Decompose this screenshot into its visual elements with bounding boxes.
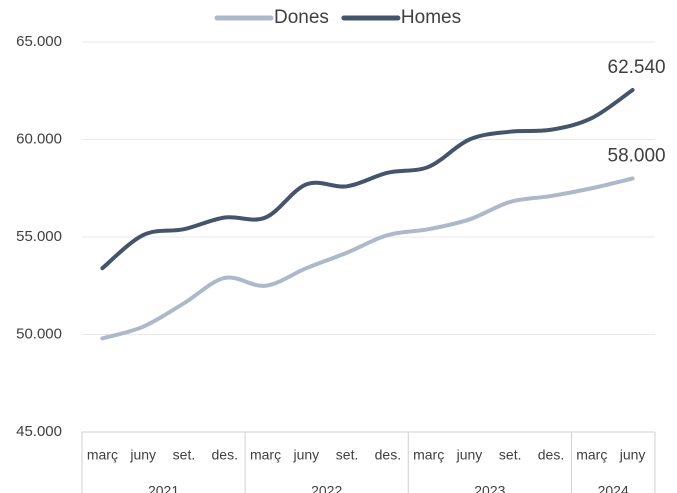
x-tick-label: des.: [538, 447, 564, 463]
x-tick-label: set.: [173, 447, 196, 463]
group-label: 2022: [311, 483, 342, 493]
x-tick-label: des.: [212, 447, 238, 463]
data-label: 62.540: [608, 57, 666, 78]
legend-label: Homes: [401, 7, 461, 28]
x-tick-label: març: [250, 447, 281, 463]
x-tick-label: juny: [619, 447, 646, 463]
x-tick-label: juny: [456, 447, 483, 463]
y-tick-label: 65.000: [16, 33, 62, 50]
line: [100, 87, 635, 271]
x-tick-label: març: [413, 447, 444, 463]
y-tick-label: 50.000: [16, 325, 62, 342]
data-label: 58.000: [608, 146, 666, 167]
x-tick-label: març: [576, 447, 607, 463]
line: [100, 176, 635, 341]
y-tick-label: 60.000: [16, 130, 62, 147]
group-label: 2021: [148, 483, 179, 493]
x-tick-label: juny: [292, 447, 319, 463]
x-tick-label: set.: [499, 447, 522, 463]
x-tick-label: set.: [336, 447, 359, 463]
x-tick-label: juny: [129, 447, 156, 463]
group-label: 2023: [474, 483, 505, 493]
x-tick-label: des.: [375, 447, 401, 463]
y-tick-label: 55.000: [16, 228, 62, 245]
x-tick-label: març: [87, 447, 118, 463]
group-label: 2024: [598, 483, 629, 493]
y-tick-label: 45.000: [16, 423, 62, 440]
legend-label: Dones: [274, 7, 329, 28]
